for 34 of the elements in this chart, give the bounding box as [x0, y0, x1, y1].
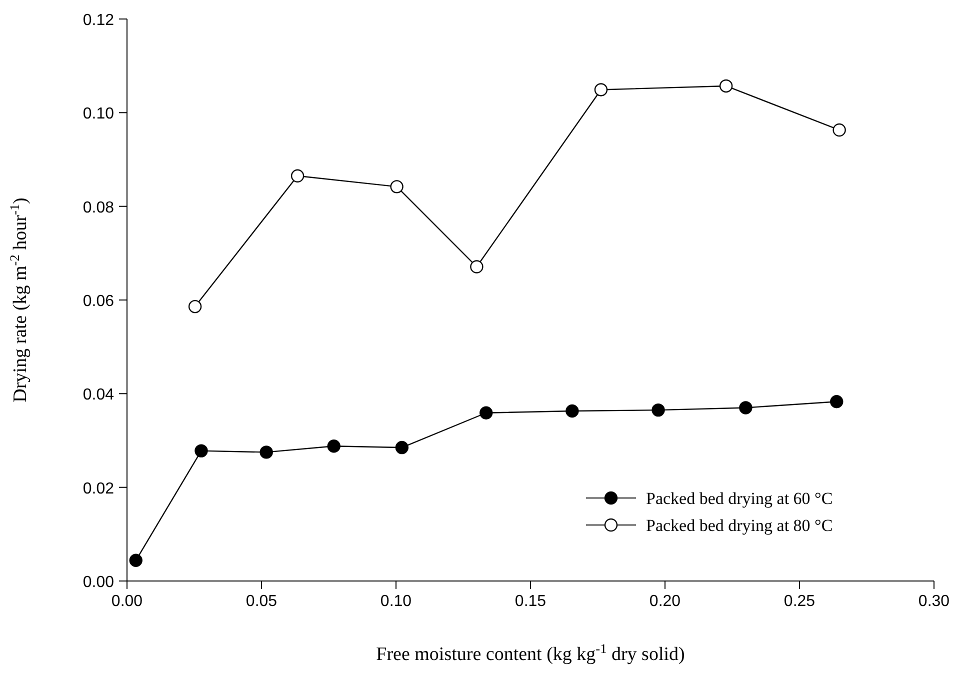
legend-label: Packed bed drying at 60 °C [646, 489, 833, 508]
x-axis-title: Free moisture content (kg kg$^{-1}$ dry solid) [376, 640, 685, 665]
point [739, 401, 752, 414]
x-tick-label: 0.25 [784, 593, 816, 610]
x-tick-label: 0.10 [380, 593, 412, 610]
point [652, 403, 665, 417]
y-tick-label: 0.10 [82, 106, 114, 123]
point [129, 554, 142, 567]
point [832, 123, 846, 137]
point [395, 440, 409, 454]
point [188, 300, 202, 314]
y-tick-label: 0.08 [82, 199, 114, 216]
point [260, 446, 273, 459]
x-tick-label: 0.20 [649, 593, 681, 610]
point [566, 404, 579, 418]
x-tick-label: 0.00 [111, 593, 143, 610]
y-tick-label: 0.02 [82, 480, 114, 498]
x-tick-label: 0.15 [514, 593, 546, 610]
point [594, 83, 608, 96]
legend-label: Packed bed drying at 80 °C [646, 516, 833, 535]
point [327, 440, 340, 453]
point [470, 260, 484, 274]
y-tick-label: 0.04 [82, 386, 114, 404]
y-tick-label: 0.00 [82, 574, 114, 591]
x-tick-label: 0.30 [918, 593, 950, 610]
point [830, 395, 844, 408]
y-tick-label: 0.06 [82, 293, 114, 310]
point [480, 406, 493, 420]
y-tick-label: 0.12 [82, 12, 114, 29]
point [390, 180, 404, 194]
point [290, 169, 304, 182]
point [194, 444, 208, 458]
point [719, 79, 733, 93]
x-tick-label: 0.05 [246, 593, 278, 610]
